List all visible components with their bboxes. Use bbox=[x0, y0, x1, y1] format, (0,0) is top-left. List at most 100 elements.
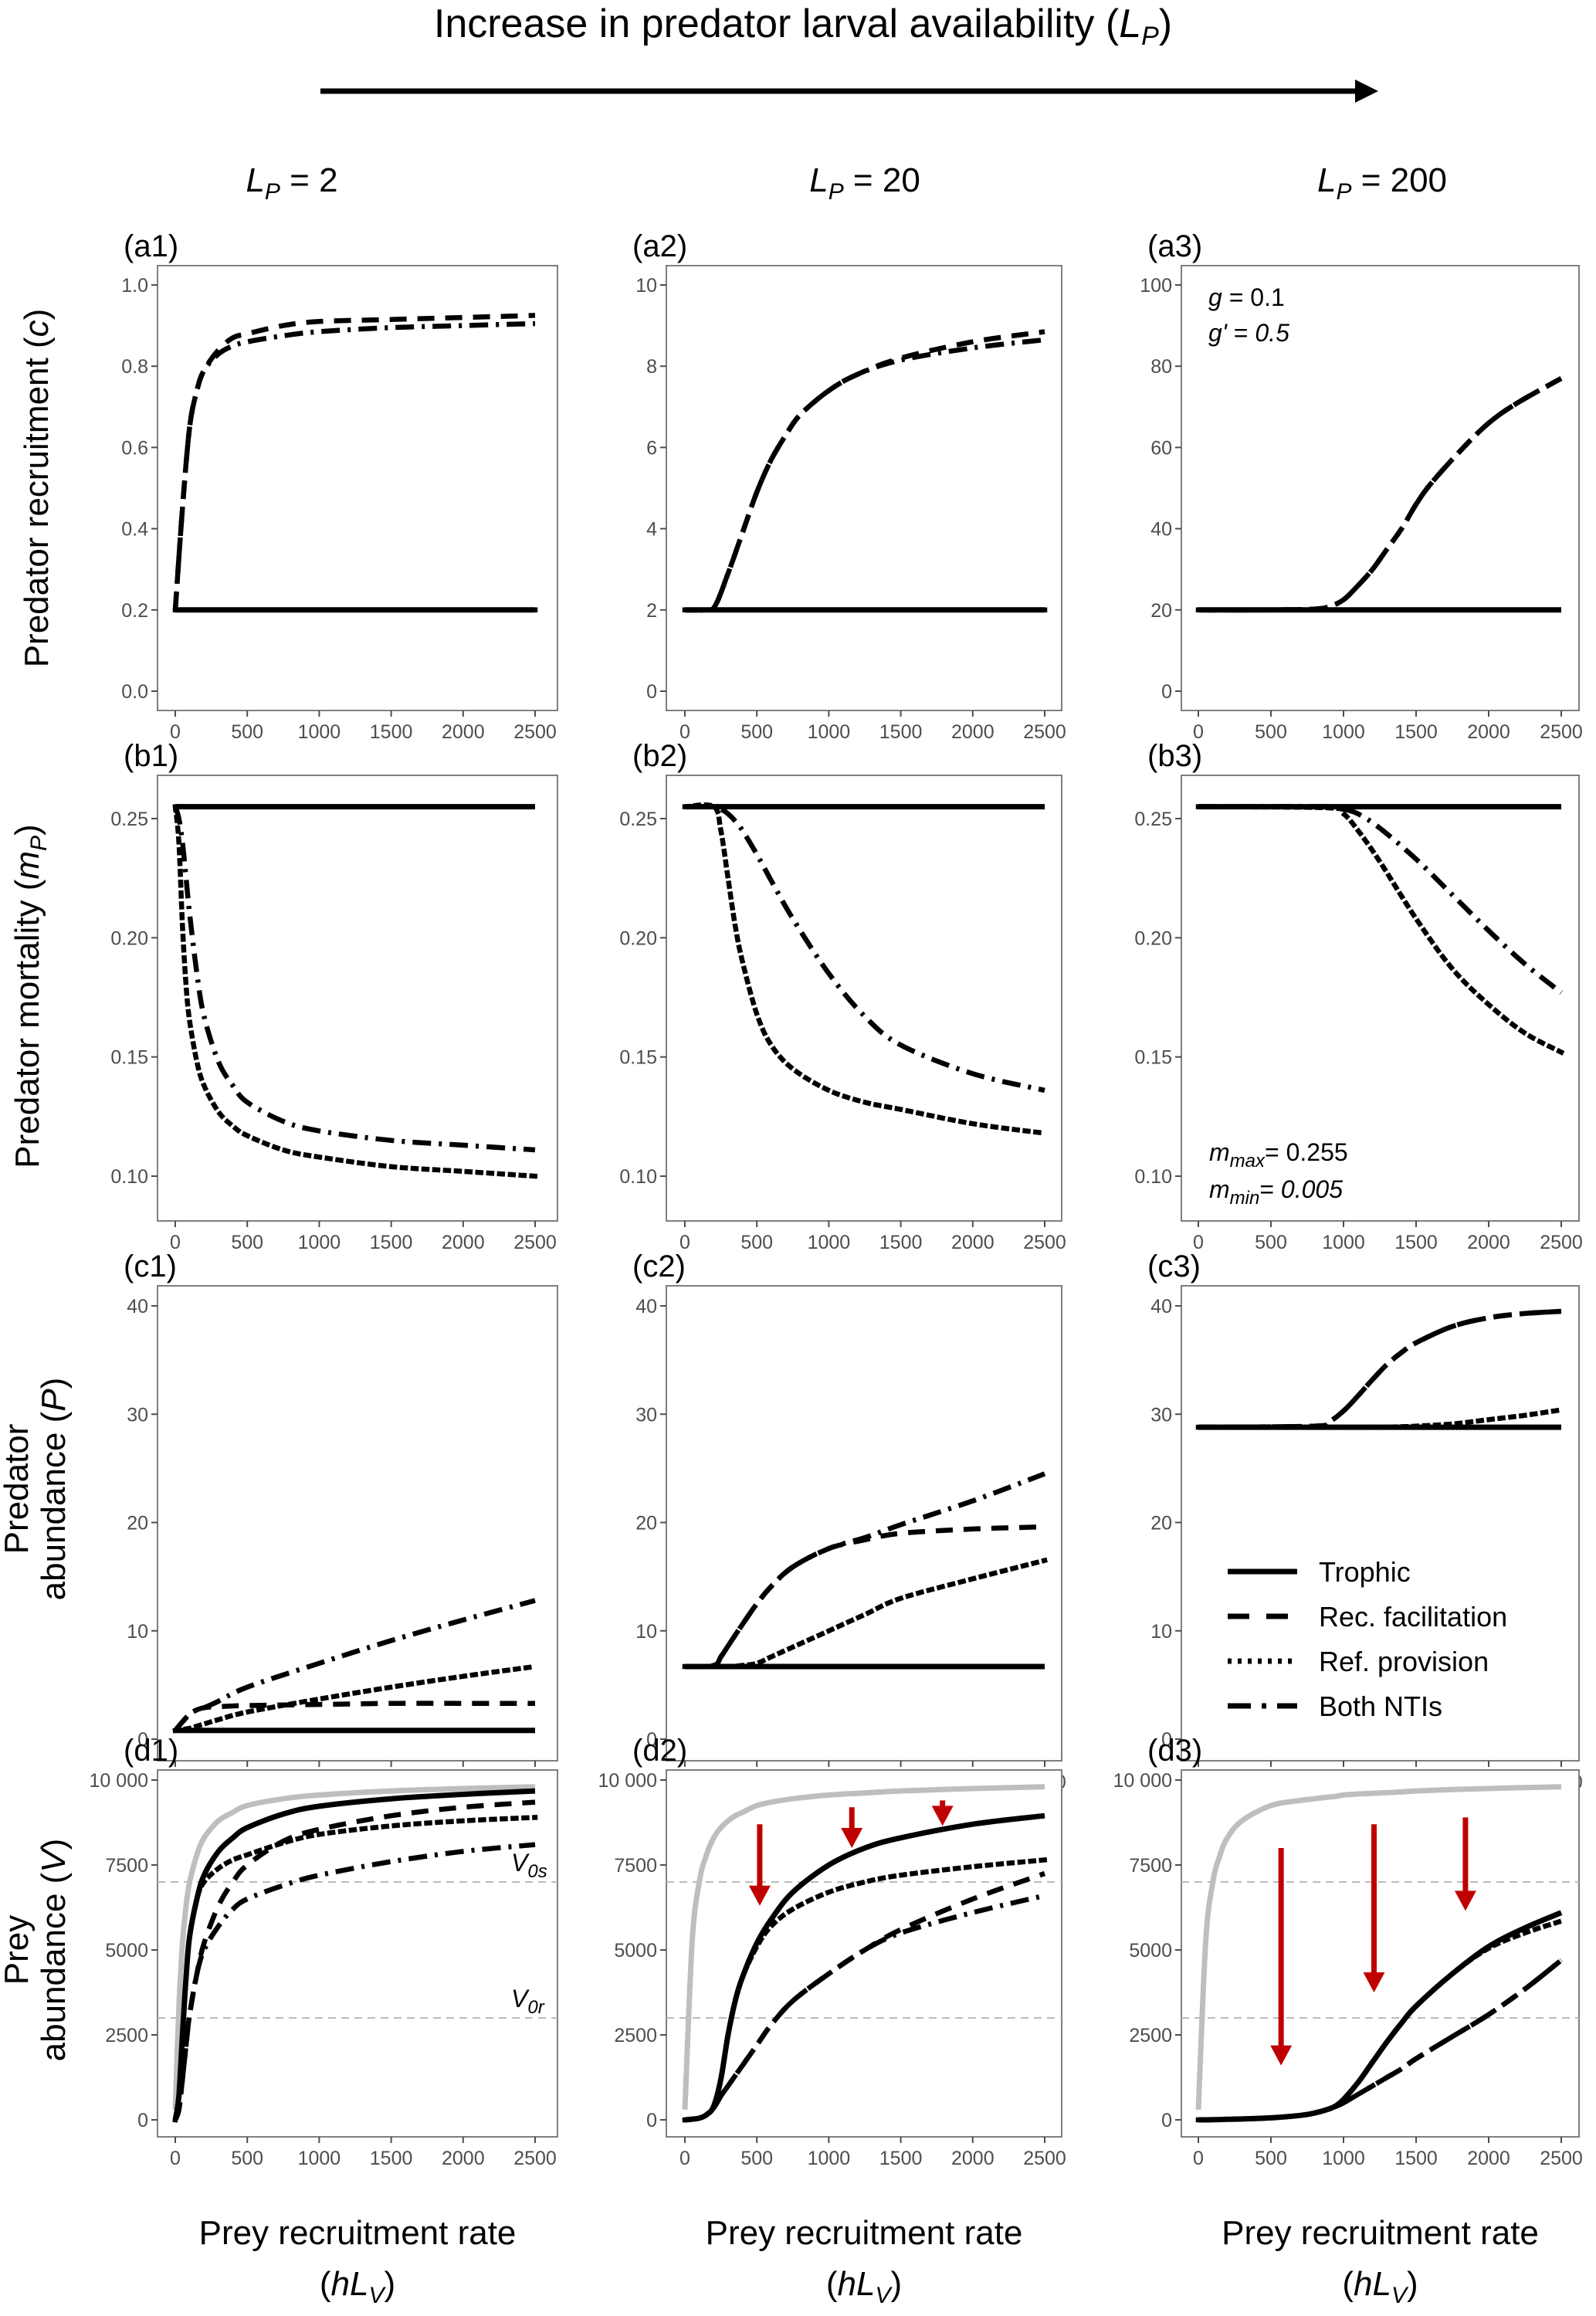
series-ref-provision bbox=[172, 804, 538, 1179]
x-tick-label: 1000 bbox=[808, 1232, 851, 1253]
x-tick-label: 1500 bbox=[1394, 1232, 1438, 1253]
y-tick-label: 10 000 bbox=[598, 1770, 657, 1792]
x-tick-label: 1000 bbox=[298, 2148, 341, 2169]
x-tick-label: 500 bbox=[1255, 1232, 1287, 1253]
panel-b2: (b2) 0.10 0.15 0.20 0.25 0 500 1000 1500 2000 2500 bbox=[619, 739, 1066, 1253]
panel-a1: (a1) 0.0 0.2 0.4 0.6 0.8 1.0 0 500 1000 1500 2000 25… bbox=[121, 229, 558, 743]
x-tick-label: 2000 bbox=[442, 721, 485, 743]
panel-d1: (d1) V0s V0r 0 2500 5000 7500 10 000 0 500 1000 150… bbox=[90, 1734, 558, 2308]
y-tick-label: 0 bbox=[646, 681, 657, 703]
x-tick-label: 2500 bbox=[1540, 1232, 1583, 1253]
y-tick-label: 0 bbox=[646, 2110, 657, 2131]
x-tick-label: 1500 bbox=[879, 1232, 923, 1253]
annotation-g: g = 0.1 bbox=[1208, 283, 1285, 311]
y-tick-label: 0 bbox=[137, 2110, 148, 2131]
y-title-predator-abundance: Predator abundance (P) bbox=[0, 1378, 73, 1601]
y-tick-label: 2500 bbox=[1129, 2025, 1172, 2046]
x-tick-label: 1500 bbox=[370, 2148, 413, 2169]
x-tick-label: 500 bbox=[740, 721, 773, 743]
x-tick-label: 2500 bbox=[1023, 721, 1066, 743]
y-tick-label: 0.20 bbox=[110, 927, 148, 949]
x-tick-label: 0 bbox=[1193, 721, 1204, 743]
series-both-ntis bbox=[684, 804, 1045, 1094]
series-trophic bbox=[684, 1812, 1045, 2123]
panel-b1: (b1) 0.10 0.15 0.20 0.25 0 500 1000 1500 2000 2500 bbox=[110, 739, 558, 1253]
panel-label: (d2) bbox=[632, 1734, 687, 1768]
threshold-label: V0r bbox=[511, 1985, 545, 2018]
legend-label: Trophic bbox=[1319, 1556, 1411, 1588]
x-tick-label: 1500 bbox=[879, 721, 923, 743]
series-rec-facilitation bbox=[684, 1524, 1045, 1670]
y-tick-label: 40 bbox=[127, 1296, 148, 1317]
panel-label: (c1) bbox=[124, 1250, 177, 1283]
x-tick-label: 500 bbox=[740, 1232, 773, 1253]
legend-label: Both NTIs bbox=[1319, 1690, 1442, 1722]
x-tick-label: 500 bbox=[231, 2148, 263, 2169]
y-tick-label: 40 bbox=[1150, 519, 1172, 541]
series-both-ntis bbox=[172, 805, 536, 1153]
x-tick-label: 2000 bbox=[951, 2148, 995, 2169]
x-tick-label: 500 bbox=[231, 1232, 263, 1253]
x-tick-label: 2500 bbox=[513, 721, 557, 743]
x-tick-label: 2000 bbox=[1467, 1232, 1510, 1253]
column-title-1: LP = 2 bbox=[246, 161, 337, 205]
decrease-arrow-head bbox=[1454, 1890, 1476, 1911]
series-both-ntis bbox=[1198, 804, 1564, 995]
svg-text:abundance (V): abundance (V) bbox=[35, 1839, 73, 2062]
plot-frame bbox=[1181, 265, 1580, 711]
y-tick-label: 2500 bbox=[614, 2025, 657, 2046]
panel-label: (a2) bbox=[632, 229, 687, 263]
legend: Trophic Rec. facilitation Ref. provision Bo… bbox=[1228, 1556, 1507, 1722]
x-tick-label: 1000 bbox=[808, 721, 851, 743]
y-tick-label: 80 bbox=[1150, 356, 1172, 378]
x-tick-label: 2000 bbox=[442, 1232, 485, 1253]
annotation-g-prime: g' = 0.5 bbox=[1208, 319, 1289, 347]
x-tick-label: 0 bbox=[170, 1232, 181, 1253]
y-tick-label: 2500 bbox=[105, 2025, 148, 2046]
y-tick-label: 30 bbox=[1150, 1404, 1172, 1426]
y-tick-label: 7500 bbox=[105, 1855, 148, 1877]
x-tick-label: 1500 bbox=[370, 1232, 413, 1253]
decrease-arrow-head bbox=[1363, 1972, 1385, 1992]
x-tick-label: 0 bbox=[679, 1232, 690, 1253]
y-tick-label: 0.15 bbox=[1134, 1047, 1172, 1069]
x-tick-label: 1500 bbox=[370, 721, 413, 743]
y-tick-label: 0.10 bbox=[110, 1166, 148, 1188]
y-tick-label: 30 bbox=[635, 1404, 657, 1426]
y-tick-label: 10 bbox=[1150, 1621, 1172, 1643]
y-tick-label: 20 bbox=[1150, 1513, 1172, 1534]
y-tick-label: 0.4 bbox=[121, 519, 148, 541]
x-tick-label: 1500 bbox=[879, 2148, 923, 2169]
y-tick-label: 0.15 bbox=[110, 1047, 148, 1069]
series-rec-facilitation bbox=[684, 1870, 1046, 2123]
legend-label: Ref. provision bbox=[1319, 1646, 1489, 1677]
y-tick-label: 0 bbox=[137, 1729, 148, 1751]
panel-c3: (c3)01020304005001000150020002500Trophic… bbox=[1147, 1250, 1583, 1793]
legend-label: Rec. facilitation bbox=[1319, 1601, 1507, 1633]
y-tick-label: 0 bbox=[1161, 681, 1172, 703]
x-tick-label: 1000 bbox=[1322, 721, 1365, 743]
plot-frame bbox=[666, 1285, 1062, 1762]
series-ref-provision bbox=[172, 1815, 538, 2123]
x-tick-label: 2000 bbox=[442, 2148, 485, 2169]
y-tick-label: 8 bbox=[646, 356, 657, 378]
y-title-recruitment: Predator recruitment (c) bbox=[18, 309, 56, 668]
svg-text:abundance (P): abundance (P) bbox=[35, 1378, 73, 1601]
x-tick-label: 0 bbox=[170, 2148, 181, 2169]
series-rec-facilitation bbox=[1198, 1308, 1562, 1430]
y-tick-label: 0.10 bbox=[1134, 1166, 1172, 1188]
series-trophic bbox=[172, 1788, 536, 2121]
y-tick-label: 10 bbox=[127, 1621, 148, 1643]
x-tick-label: 2500 bbox=[1540, 721, 1583, 743]
x-tick-label: 0 bbox=[1193, 2148, 1204, 2169]
x-tick-label: 500 bbox=[1255, 721, 1287, 743]
x-tick-label: 500 bbox=[1255, 2148, 1287, 2169]
plot-frame bbox=[1181, 775, 1580, 1222]
svg-text:Predator mortality (mP): Predator mortality (mP) bbox=[8, 824, 52, 1168]
series-both-ntis bbox=[172, 320, 536, 611]
panel-label: (b2) bbox=[632, 739, 687, 773]
x-tick-label: 2500 bbox=[1540, 2148, 1583, 2169]
y-tick-label: 30 bbox=[127, 1404, 148, 1426]
series-baseline bbox=[682, 1784, 1045, 2110]
